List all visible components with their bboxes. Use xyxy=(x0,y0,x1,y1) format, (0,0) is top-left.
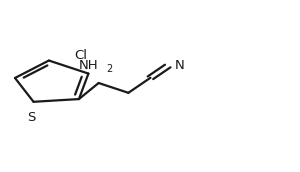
Text: N: N xyxy=(174,59,184,72)
Text: 2: 2 xyxy=(106,64,112,74)
Text: NH: NH xyxy=(79,59,99,72)
Text: Cl: Cl xyxy=(74,50,87,62)
Text: S: S xyxy=(27,111,35,124)
